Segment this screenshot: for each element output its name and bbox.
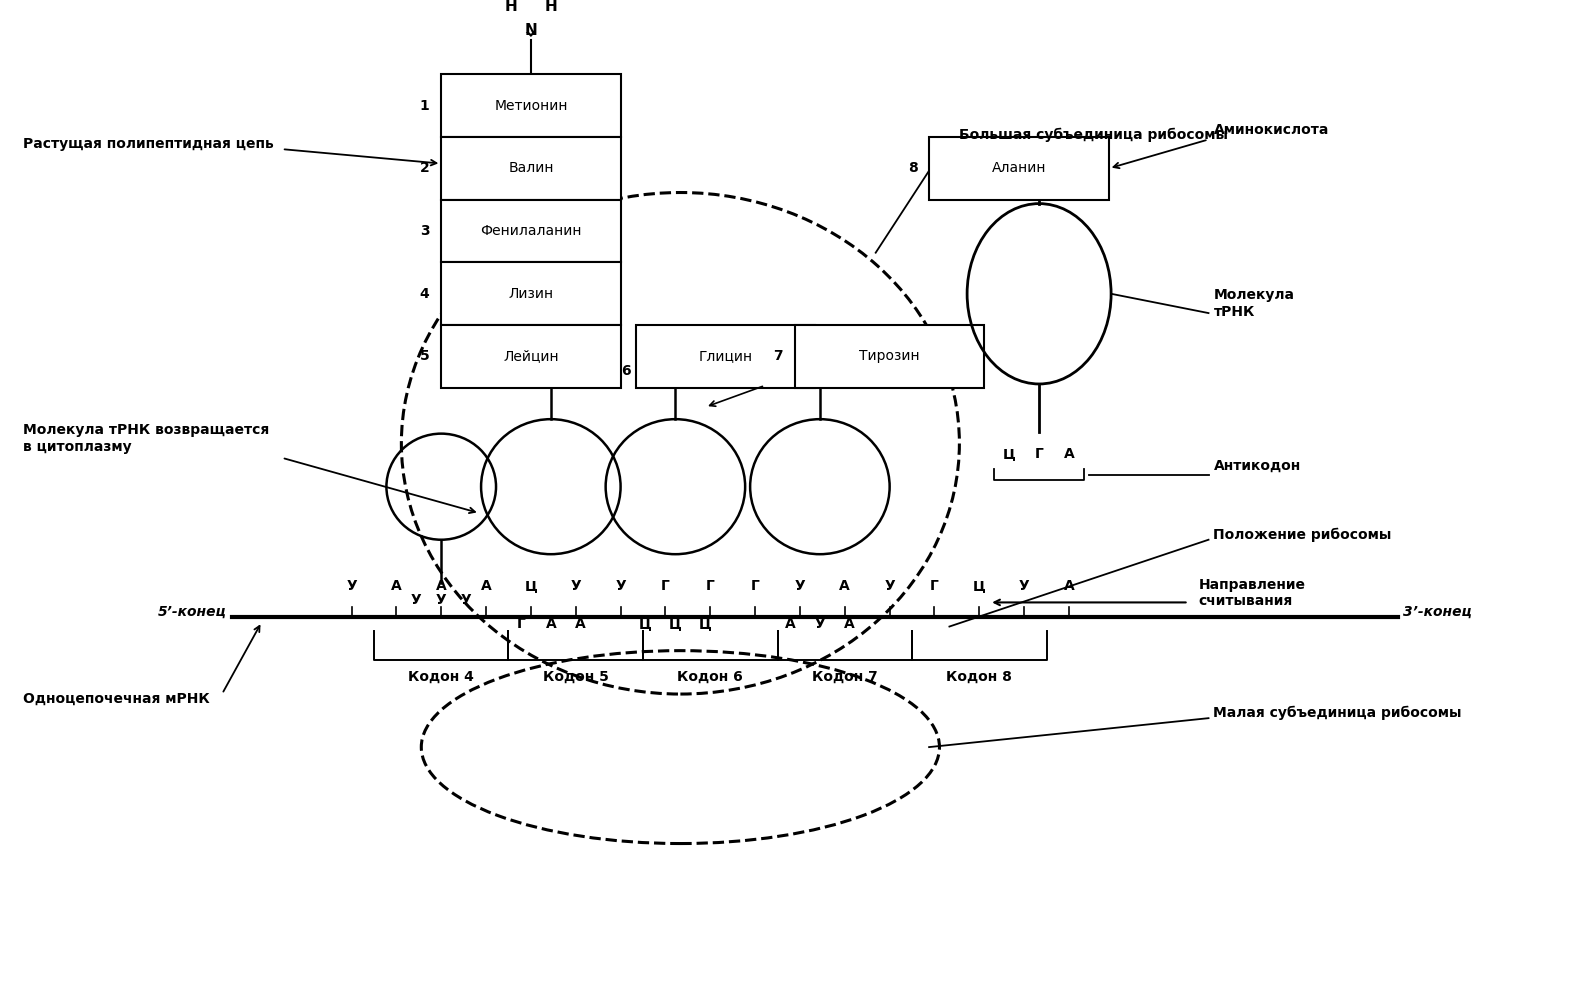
Text: Растущая полипептидная цепь: Растущая полипептидная цепь — [22, 138, 274, 152]
Text: 3’-конец: 3’-конец — [1402, 606, 1472, 619]
Text: Кодон 5: Кодон 5 — [543, 670, 609, 684]
Text: А: А — [480, 579, 491, 593]
Text: 8: 8 — [908, 162, 918, 175]
Text: У: У — [411, 593, 422, 606]
Text: Глицин: Глицин — [699, 350, 752, 364]
Text: Ц: Ц — [639, 616, 652, 631]
Text: А: А — [839, 579, 850, 593]
FancyBboxPatch shape — [441, 137, 620, 200]
Text: Молекула
тРНК: Молекула тРНК — [1214, 288, 1294, 318]
Text: А: А — [546, 616, 556, 631]
Text: Кодон 4: Кодон 4 — [408, 670, 474, 684]
Text: Г: Г — [516, 616, 526, 631]
FancyBboxPatch shape — [441, 200, 620, 263]
Text: H: H — [505, 0, 518, 14]
Text: 3: 3 — [420, 224, 430, 238]
Text: 4: 4 — [420, 286, 430, 301]
Text: Г: Г — [1034, 447, 1044, 461]
Text: 2: 2 — [420, 162, 430, 175]
Text: Тирозин: Тирозин — [859, 350, 919, 364]
Text: У: У — [885, 579, 896, 593]
Text: У: У — [570, 579, 581, 593]
FancyBboxPatch shape — [636, 325, 815, 387]
Text: Малая субъединица рибосомы: Малая субъединица рибосомы — [1214, 707, 1462, 720]
Text: Лизин: Лизин — [508, 286, 554, 301]
Text: Одноцепочечная мРНК: Одноцепочечная мРНК — [22, 692, 209, 706]
Text: Аминокислота: Аминокислота — [1214, 123, 1328, 137]
Text: Положение рибосомы: Положение рибосомы — [1214, 528, 1391, 542]
Text: Кодон 7: Кодон 7 — [812, 670, 878, 684]
Text: У: У — [436, 593, 447, 606]
Text: У: У — [795, 579, 806, 593]
Text: Г: Г — [705, 579, 715, 593]
Text: Метионин: Метионин — [494, 99, 568, 113]
Text: Г: Г — [661, 579, 671, 593]
Text: Фенилаланин: Фенилаланин — [480, 224, 582, 238]
Text: У: У — [1018, 579, 1029, 593]
FancyBboxPatch shape — [441, 263, 620, 325]
Text: А: А — [1064, 447, 1075, 461]
Text: Ц: Ц — [524, 579, 537, 593]
Text: 7: 7 — [773, 350, 782, 364]
Text: Направление
считывания: Направление считывания — [1198, 578, 1305, 607]
Text: У: У — [346, 579, 357, 593]
Text: А: А — [390, 579, 401, 593]
Text: Большая субъединица рибосомы: Большая субъединица рибосомы — [960, 128, 1228, 142]
FancyBboxPatch shape — [795, 325, 984, 387]
Text: 1: 1 — [420, 99, 430, 113]
Text: А: А — [784, 616, 795, 631]
FancyBboxPatch shape — [930, 137, 1108, 200]
Text: Ц: Ц — [973, 579, 985, 593]
Text: 6: 6 — [620, 364, 631, 378]
FancyBboxPatch shape — [441, 74, 620, 137]
Text: Кодон 8: Кодон 8 — [946, 670, 1012, 684]
Text: А: А — [436, 579, 447, 593]
Text: Ц: Ц — [699, 616, 711, 631]
Text: Г: Г — [751, 579, 760, 593]
Text: А: А — [576, 616, 586, 631]
Text: Аланин: Аланин — [992, 162, 1047, 175]
Text: Кодон 6: Кодон 6 — [677, 670, 743, 684]
Text: У: У — [814, 616, 825, 631]
Text: H: H — [545, 0, 557, 14]
Text: Антикодон: Антикодон — [1214, 459, 1300, 473]
Text: Ц: Ц — [1003, 447, 1015, 461]
Text: У: У — [615, 579, 626, 593]
Text: N: N — [524, 23, 537, 39]
Text: Валин: Валин — [508, 162, 554, 175]
Text: А: А — [844, 616, 855, 631]
Text: Ц: Ц — [669, 616, 682, 631]
Text: А: А — [1064, 579, 1075, 593]
Text: У: У — [461, 593, 472, 606]
Text: Молекула тРНК возвращается
в цитоплазму: Молекула тРНК возвращается в цитоплазму — [22, 423, 269, 454]
Text: 5’-конец: 5’-конец — [159, 606, 227, 619]
Text: Лейцин: Лейцин — [504, 350, 559, 364]
Text: Г: Г — [930, 579, 940, 593]
FancyBboxPatch shape — [441, 325, 620, 387]
Text: 5: 5 — [420, 350, 430, 364]
